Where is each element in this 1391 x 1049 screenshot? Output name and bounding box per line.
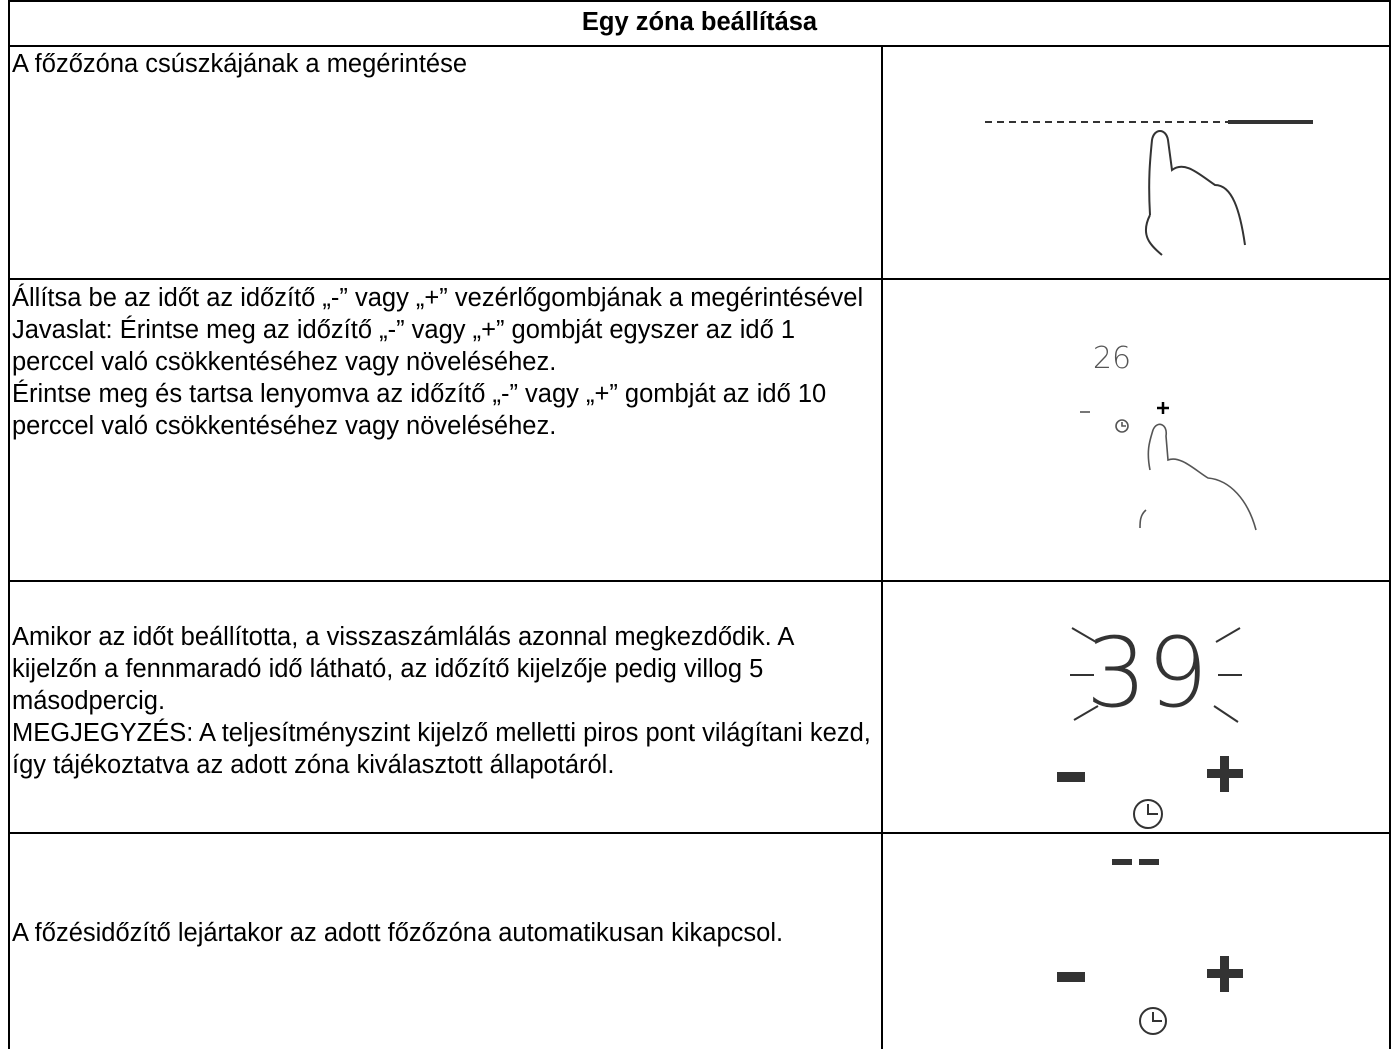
paragraph: MEGJEGYZÉS: A teljesítményszint kijelző … bbox=[12, 719, 871, 779]
timer-illustration bbox=[1080, 402, 1257, 531]
row-text: A főzőzóna csúszkájának a megérintése bbox=[8, 46, 882, 82]
timer-display: 26 bbox=[1093, 341, 1131, 376]
row-text: Amikor az időt beállította, a visszaszám… bbox=[8, 619, 882, 783]
paragraph: Javaslat: Érintse meg az időzítő „-” vag… bbox=[12, 316, 796, 376]
slider-illustration bbox=[985, 120, 1313, 256]
blink-marks bbox=[1057, 627, 1243, 829]
paragraph: Érintse meg és tartsa lenyomva az időzít… bbox=[12, 380, 827, 440]
row-text: Állítsa be az időt az időzítő „-” vagy „… bbox=[8, 280, 882, 444]
row-text: A főzésidőzítő lejártakor az adott főzőz… bbox=[8, 915, 882, 951]
timer-display: 39 bbox=[1086, 617, 1208, 729]
paragraph: Amikor az időt beállította, a visszaszám… bbox=[12, 623, 793, 715]
table-title: Egy zóna beállítása bbox=[581, 8, 818, 36]
timer-off-illustration bbox=[1057, 859, 1243, 1035]
paragraph: A főzésidőzítő lejártakor az adott főzőz… bbox=[12, 919, 784, 947]
paragraph: A főzőzóna csúszkájának a megérintése bbox=[12, 50, 468, 78]
paragraph: Állítsa be az időt az időzítő „-” vagy „… bbox=[12, 284, 864, 312]
